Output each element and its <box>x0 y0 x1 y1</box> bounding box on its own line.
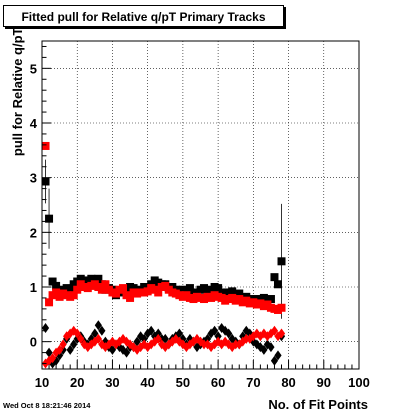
data-point-square <box>45 298 54 307</box>
data-point-diamond <box>147 325 155 336</box>
data-point-square <box>48 277 57 286</box>
data-point-diamond <box>98 339 106 350</box>
data-point-diamond <box>91 328 99 339</box>
y-tick-label: 5 <box>30 61 37 76</box>
data-point-diamond <box>56 344 64 355</box>
plot-frame <box>41 40 360 370</box>
y-tick-label: 1 <box>30 280 37 295</box>
data-point-diamond <box>87 339 95 350</box>
data-point-square <box>101 280 110 289</box>
data-point-diamond <box>253 328 261 339</box>
data-point-diamond <box>45 347 53 358</box>
data-point-square <box>273 280 282 289</box>
data-point-square <box>185 284 194 293</box>
data-point-diamond <box>274 350 282 361</box>
data-point-diamond <box>175 328 183 339</box>
data-markers <box>41 141 286 369</box>
data-point-square <box>277 303 286 312</box>
data-point-diamond <box>256 342 264 353</box>
data-point-diamond <box>260 344 268 355</box>
data-point-diamond <box>154 333 162 344</box>
x-tick-label: 90 <box>317 375 331 390</box>
data-point-diamond <box>70 339 78 350</box>
x-tick-label: 10 <box>35 375 49 390</box>
x-tick-label: 20 <box>70 375 84 390</box>
data-point-diamond <box>87 333 95 344</box>
data-point-diamond <box>66 344 74 355</box>
data-point-square <box>41 141 50 150</box>
data-point-diamond <box>94 320 102 331</box>
data-point-diamond <box>108 336 117 347</box>
data-point-diamond <box>203 333 212 344</box>
data-point-square <box>154 288 163 297</box>
y-tick-label: 2 <box>30 225 37 240</box>
data-point-square <box>119 284 128 293</box>
data-point-diamond <box>73 328 81 339</box>
y-tick-label: 3 <box>30 171 37 186</box>
data-point-diamond <box>214 331 222 342</box>
data-point-diamond <box>133 336 141 347</box>
x-tick-label: 80 <box>281 375 295 390</box>
data-point-diamond <box>140 333 148 344</box>
data-point-diamond <box>267 342 275 353</box>
data-point-square <box>66 286 75 295</box>
y-axis-title: pull for Relative q/pT <box>10 27 26 157</box>
axis-ticks <box>41 45 360 369</box>
y-tick-label: 0 <box>30 335 37 350</box>
data-point-diamond <box>154 328 162 339</box>
data-point-diamond <box>263 339 272 350</box>
data-point-diamond <box>260 328 268 339</box>
data-point-diamond <box>94 333 102 344</box>
x-tick-label: 70 <box>246 375 260 390</box>
data-point-square <box>69 291 78 300</box>
data-point-diamond <box>256 331 264 342</box>
data-point-diamond <box>270 355 279 366</box>
data-point-diamond <box>161 333 169 344</box>
chart-title: Fitted pull for Relative q/pT Primary Tr… <box>3 5 284 27</box>
x-tick-label: 100 <box>348 375 370 390</box>
data-point-diamond <box>249 331 257 342</box>
data-point-square <box>52 288 61 297</box>
data-point-diamond <box>277 328 286 339</box>
data-point-diamond <box>263 331 272 342</box>
data-point-square <box>235 289 244 298</box>
data-point-diamond <box>48 353 57 364</box>
data-point-diamond <box>122 347 131 358</box>
data-point-diamond <box>77 333 85 344</box>
data-point-square <box>45 214 54 223</box>
x-tick-label: 50 <box>176 375 190 390</box>
data-point-square <box>214 284 223 293</box>
timestamp: Wed Oct 8 18:21:46 2014 <box>3 401 91 410</box>
data-point-diamond <box>41 323 50 333</box>
data-point-diamond <box>253 339 261 350</box>
data-point-square <box>126 293 135 302</box>
data-point-diamond <box>98 325 106 336</box>
data-point-diamond <box>225 328 233 339</box>
x-axis-title: No. of Fit Points <box>268 397 368 412</box>
x-tick-label: 60 <box>211 375 225 390</box>
data-point-diamond <box>270 325 279 336</box>
data-point-square <box>41 177 50 186</box>
y-tick-label: 4 <box>30 116 38 131</box>
data-point-square <box>94 274 103 283</box>
x-tick-label: 40 <box>140 375 154 390</box>
x-tick-label: 30 <box>105 375 119 390</box>
data-point-square <box>97 285 106 294</box>
data-point-square <box>266 295 275 304</box>
data-point-diamond <box>59 339 67 350</box>
data-point-square <box>270 273 279 282</box>
data-point-diamond <box>249 336 257 347</box>
data-point-diamond <box>210 325 219 336</box>
grid <box>42 41 359 369</box>
data-point-square <box>277 257 286 266</box>
axis-tick-labels: 10 20 30 40 50 60 70 80 90 100 0 1 2 3 4 5 <box>30 61 370 390</box>
data-point-square <box>73 285 82 294</box>
data-point-diamond <box>52 355 60 366</box>
data-point-diamond <box>108 344 117 355</box>
